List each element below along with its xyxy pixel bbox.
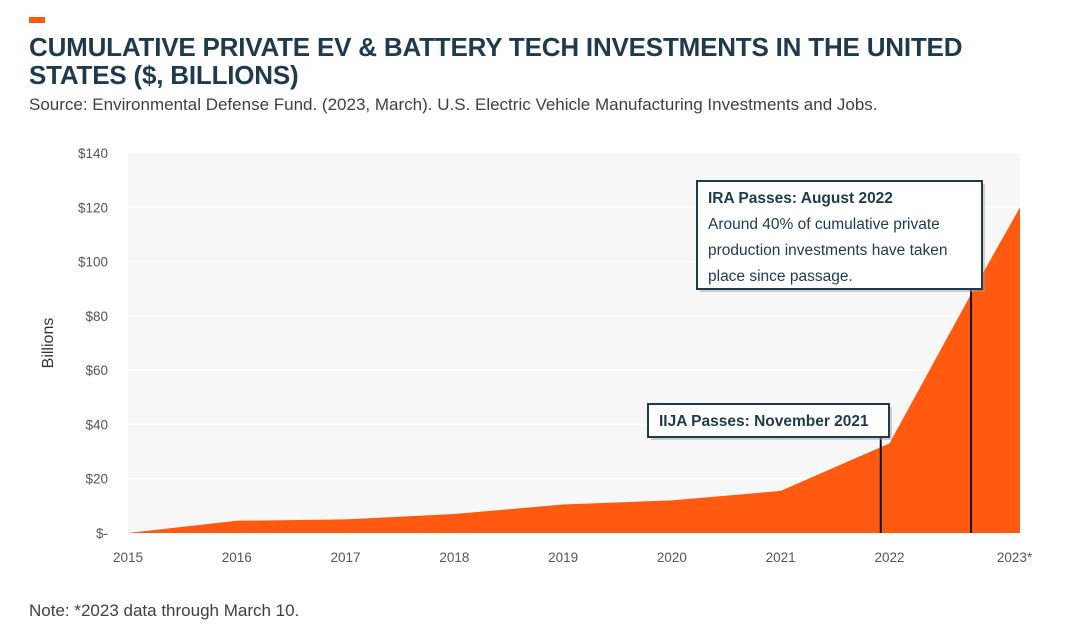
annotation-text-ira: Around 40% of cumulative private [708,216,940,233]
y-tick-label: $80 [85,309,108,324]
x-tick-label: 2018 [439,550,469,565]
annotation-title-ira: IRA Passes: August 2022 [708,190,893,207]
y-tick-label: $- [96,526,108,541]
x-tick-label: 2017 [331,550,361,565]
y-axis-label: Billions [40,318,57,369]
x-tick-label: 2016 [222,550,252,565]
y-tick-label: $140 [78,146,108,161]
y-tick-label: $40 [85,417,108,432]
area-chart: $- $20 $40 $60 $80 $100 $120 $140 2015 2016 2017 2… [40,146,1033,565]
x-tick-label: 2022 [874,550,904,565]
annotation-title-ijja: IIJA Passes: November 2021 [659,413,869,430]
x-tick-label: 2015 [113,550,143,565]
annotation-box-ira [696,180,983,290]
annotation-text-ira: place since passage. [708,268,853,285]
y-tick-label: $20 [85,472,108,487]
y-tick-label: $120 [78,200,108,215]
page-title: CUMULATIVE PRIVATE EV & BATTERY TECH INV… [29,32,963,90]
footnote: Note: *2023 data through March 10. [29,601,300,620]
y-tick-label: $60 [85,363,108,378]
investment-area [128,207,1020,534]
x-tick-label: 2019 [548,550,578,565]
source-text: Source: Environmental Defense Fund. (202… [29,95,878,114]
y-tick-label: $100 [78,255,108,270]
annotation-box-ijja [647,403,890,438]
x-tick-label: 2020 [657,550,687,565]
x-tick-label: 2023* [997,550,1033,565]
x-tick-label: 2021 [766,550,796,565]
accent-bar [29,17,45,23]
annotation-text-ira: production investments have taken [708,242,948,259]
